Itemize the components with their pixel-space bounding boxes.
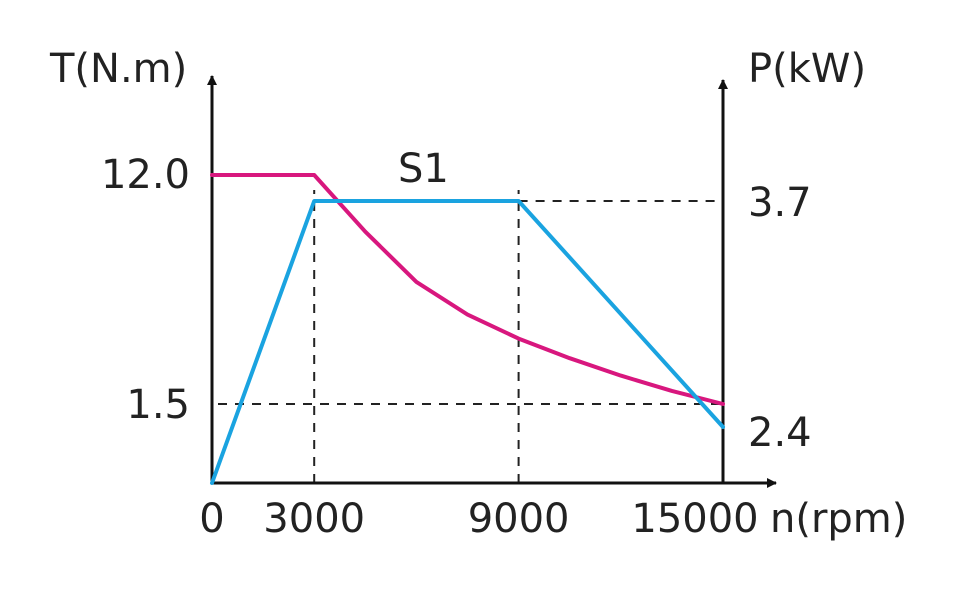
x-tick-15000: 15000 xyxy=(631,496,758,542)
y-right-axis-title: P(kW) xyxy=(748,46,866,92)
x-tick-3000: 3000 xyxy=(263,496,365,542)
x-axis-title: n(rpm) xyxy=(770,496,907,542)
y-left-axis-title: T(N.m) xyxy=(49,46,187,92)
y-right-tick-3-7: 3.7 xyxy=(748,180,812,226)
reference-lines xyxy=(218,190,723,483)
torque-series-line xyxy=(210,173,725,406)
annotation-s1: S1 xyxy=(398,146,449,192)
series-layer xyxy=(210,173,725,485)
y-left-tick-12: 12.0 xyxy=(101,152,190,198)
power-series-line xyxy=(210,199,725,485)
y-left-tick-1-5: 1.5 xyxy=(126,382,190,428)
x-tick-0: 0 xyxy=(199,496,224,542)
y-right-tick-2-4: 2.4 xyxy=(748,410,812,456)
x-tick-9000: 9000 xyxy=(468,496,570,542)
